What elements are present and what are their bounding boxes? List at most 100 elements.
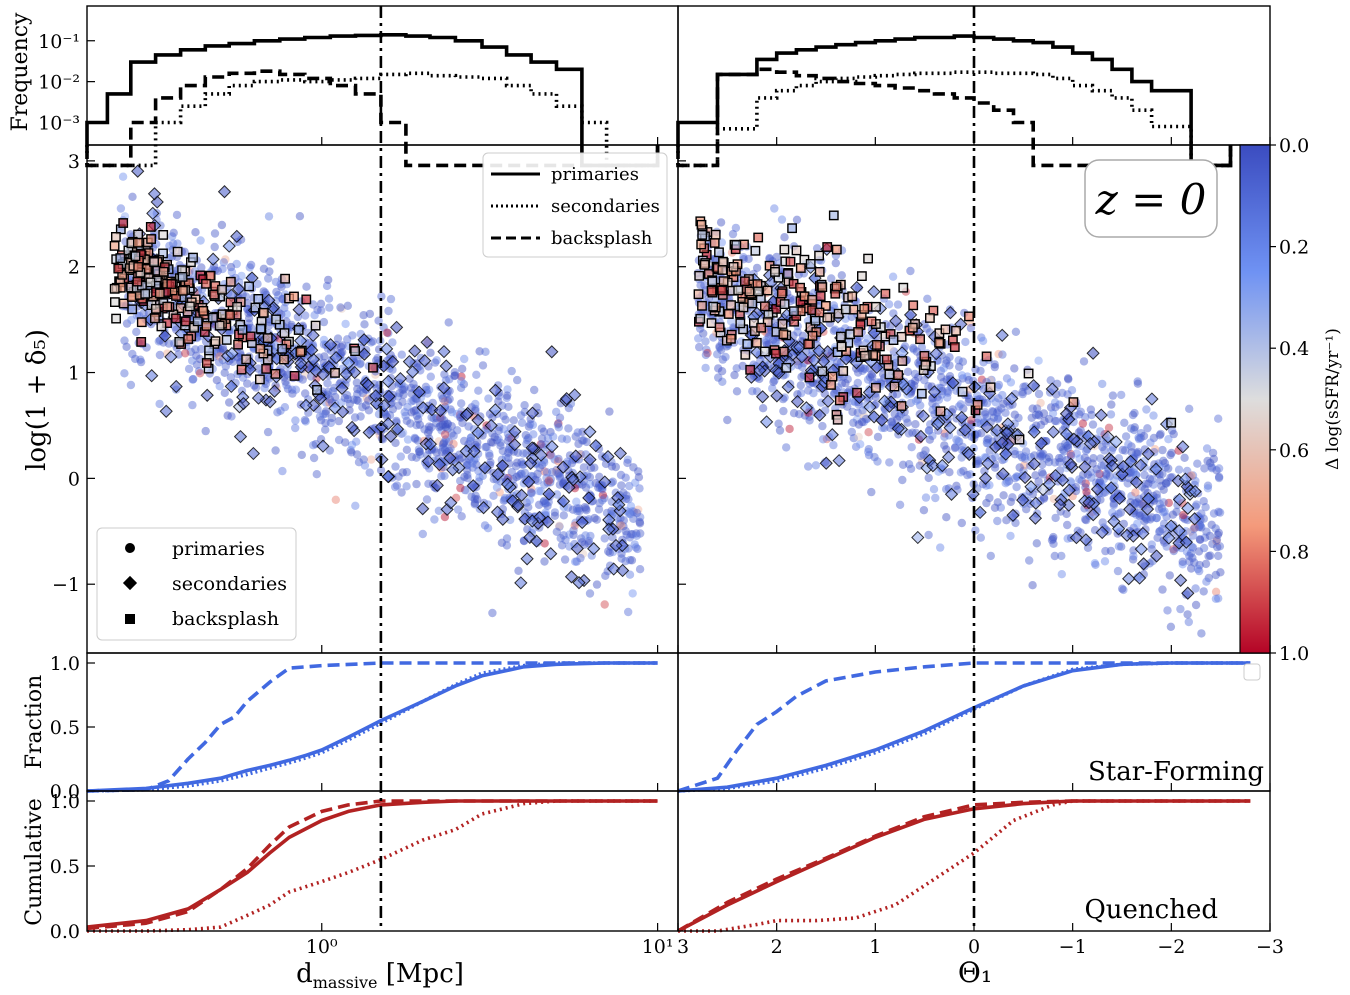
primary-point xyxy=(990,463,1000,472)
primary-point xyxy=(605,548,614,557)
primary-point xyxy=(132,327,141,337)
backsplash-point xyxy=(261,364,272,374)
primary-point xyxy=(1131,470,1141,480)
primary-point xyxy=(1130,423,1140,432)
primary-point xyxy=(437,447,446,457)
secondary-point xyxy=(863,400,877,414)
backsplash-point xyxy=(762,285,773,296)
primary-point xyxy=(885,458,894,467)
primary-point xyxy=(188,400,197,410)
primary-point xyxy=(611,462,620,472)
secondary-point xyxy=(345,420,359,435)
primary-point xyxy=(864,447,873,457)
primary-point xyxy=(1025,556,1034,565)
primary-point xyxy=(316,299,326,308)
primary-point xyxy=(977,333,986,342)
secondary-point xyxy=(1105,459,1120,473)
primary-point xyxy=(1037,450,1047,459)
primary-point xyxy=(758,404,768,413)
backsplash-point xyxy=(694,270,705,281)
backsplash-point xyxy=(810,315,821,326)
primary-point xyxy=(301,417,310,426)
primary-point xyxy=(1123,479,1132,488)
primary-point xyxy=(772,252,781,262)
backsplash-point xyxy=(177,272,188,282)
primary-point xyxy=(742,267,751,276)
primary-point xyxy=(1159,498,1168,507)
secondary-point xyxy=(962,447,976,462)
primary-point xyxy=(980,410,990,419)
secondary-point xyxy=(329,350,343,365)
secondary-point xyxy=(790,394,805,409)
primary-point xyxy=(1031,471,1040,480)
backsplash-point xyxy=(184,301,195,312)
secondary-point xyxy=(832,453,846,468)
primary-point xyxy=(701,337,710,346)
primary-point xyxy=(887,418,896,427)
primary-point xyxy=(1036,398,1045,408)
primary-point xyxy=(283,370,292,379)
primary-point xyxy=(447,408,457,417)
primary-point xyxy=(323,379,332,388)
secondary-point xyxy=(488,403,502,417)
primary-point xyxy=(982,438,992,448)
secondary-point xyxy=(389,320,404,335)
primary-point xyxy=(524,422,534,431)
primary-point xyxy=(1143,424,1152,433)
primary-point xyxy=(934,395,944,404)
primary-point xyxy=(1127,424,1136,433)
backsplash-point xyxy=(863,253,874,264)
primary-point xyxy=(572,557,581,566)
primary-point xyxy=(1074,428,1084,437)
primary-point xyxy=(841,379,850,388)
primary-point xyxy=(440,445,450,455)
secondary-point xyxy=(755,390,770,404)
primary-point xyxy=(958,374,967,383)
secondary-point xyxy=(955,410,969,425)
primary-point xyxy=(942,513,951,522)
secondary-point xyxy=(437,381,451,395)
primary-point xyxy=(1034,410,1043,419)
primary-point xyxy=(458,418,467,428)
primary-point xyxy=(914,373,923,382)
secondary-point xyxy=(382,389,396,404)
primary-point xyxy=(1019,461,1029,470)
primary-point xyxy=(1167,448,1176,458)
right-xtick-label: −2 xyxy=(1157,936,1185,958)
primary-point xyxy=(701,363,710,373)
secondary-point xyxy=(911,530,925,545)
secondary-point xyxy=(1120,528,1134,542)
primary-point xyxy=(518,460,527,469)
primary-point xyxy=(1216,568,1225,577)
primary-point xyxy=(559,511,568,520)
primary-point xyxy=(423,389,432,398)
primary-point xyxy=(192,351,201,360)
primary-point xyxy=(407,452,417,462)
primary-point xyxy=(924,382,933,391)
primary-point xyxy=(1093,469,1103,478)
primary-point xyxy=(243,379,252,388)
primary-point xyxy=(362,394,372,403)
primary-point xyxy=(859,410,868,419)
primary-point xyxy=(430,358,440,367)
scatter-right xyxy=(693,204,1225,638)
primary-point xyxy=(254,364,263,373)
backsplash-point xyxy=(871,340,882,350)
primary-point xyxy=(393,392,403,401)
primary-point xyxy=(438,394,448,403)
primary-point xyxy=(427,423,436,432)
primary-point xyxy=(543,478,552,487)
primary-point xyxy=(1196,535,1205,544)
primary-point xyxy=(504,448,513,457)
backsplash-point xyxy=(279,354,289,365)
primary-point xyxy=(1137,499,1147,509)
primary-point xyxy=(1189,525,1199,534)
backsplash-point xyxy=(714,322,725,333)
primary-point xyxy=(1137,429,1146,438)
backsplash-point xyxy=(145,277,156,288)
primary-point xyxy=(181,349,190,358)
primary-point xyxy=(576,553,585,563)
backsplash-point xyxy=(925,313,935,323)
primary-point xyxy=(852,415,862,424)
primary-point xyxy=(895,412,904,421)
